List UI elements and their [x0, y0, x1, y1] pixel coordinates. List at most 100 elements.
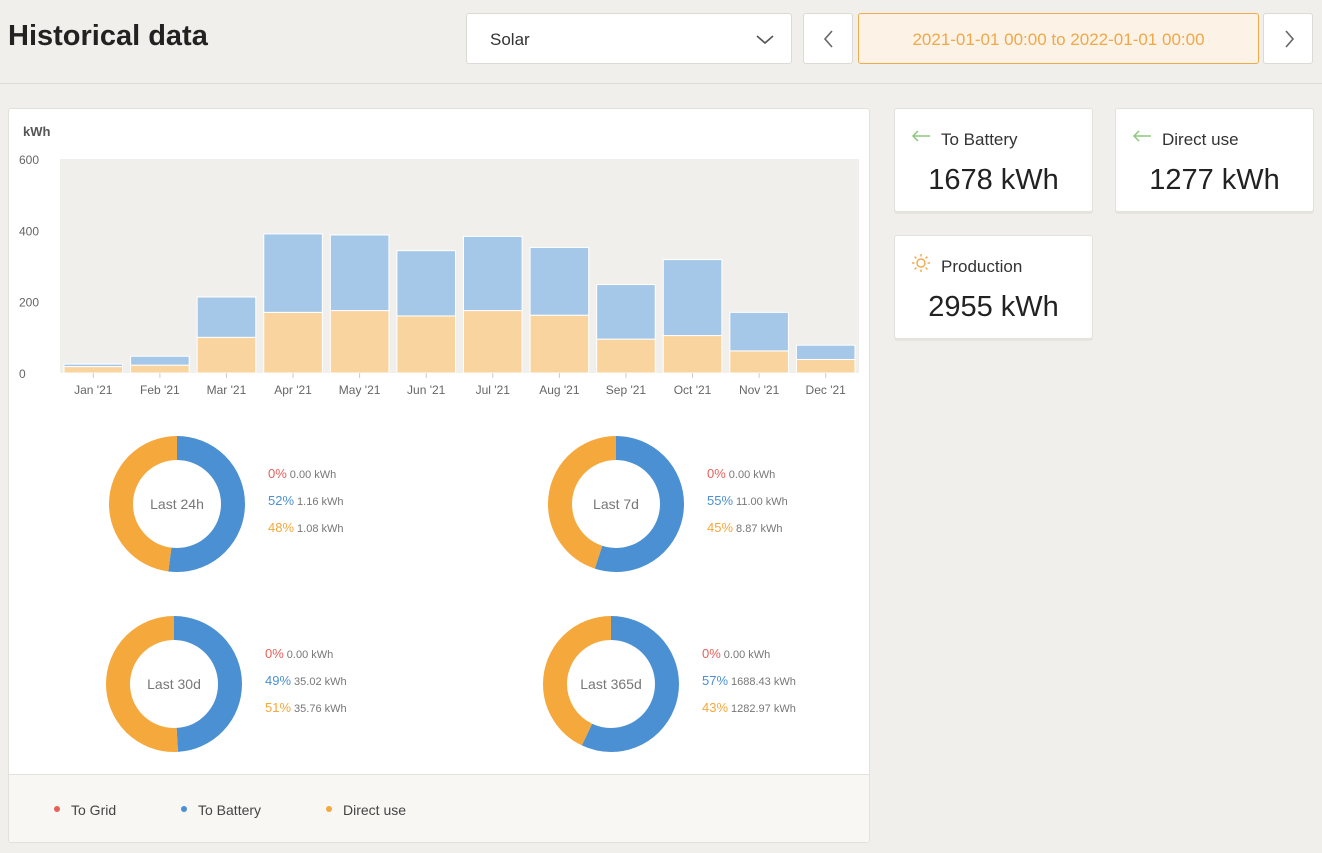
chart-unit-label: kWh: [23, 124, 51, 139]
breakdown-percent: 57%: [702, 673, 729, 688]
donut-breakdown: 0% 0.00 kWh 55% 11.00 kWh 45% 8.87 kWh: [707, 466, 869, 547]
stat-label-to-battery: To Battery: [941, 130, 1018, 149]
breakdown-row-to-grid: 0% 0.00 kWh: [702, 646, 869, 673]
breakdown-kwh: 1.08 kWh: [297, 523, 344, 535]
donut-chart: [543, 616, 679, 752]
bar-to-battery: [396, 250, 456, 317]
source-select[interactable]: Solar: [466, 13, 792, 64]
donut-last-365d: Last 365d 0% 0.00 kWh 57% 1688.43 kWh 43% 1282…: [542, 615, 842, 755]
breakdown-percent: 48%: [268, 520, 295, 535]
breakdown-row-direct-use: 51% 35.76 kWh: [265, 700, 445, 727]
x-tick-label: Jun '21: [407, 383, 446, 397]
bar-to-battery: [196, 296, 257, 338]
bar-to-battery: [463, 235, 523, 312]
stat-card-to-battery: To Battery 1678 kWh: [894, 108, 1093, 212]
stat-card-direct-use: Direct use 1277 kWh: [1115, 108, 1314, 212]
arrow-left-icon: [1132, 130, 1151, 142]
bar-direct-use: [196, 336, 257, 374]
chevron-left-icon: [823, 30, 833, 48]
stat-value-direct-use: 1277 kWh: [1149, 164, 1280, 196]
legend-label-direct-use: Direct use: [343, 802, 407, 818]
bar-to-battery: [130, 355, 190, 366]
bar-direct-use: [596, 338, 656, 374]
breakdown-row-to-battery: 55% 11.00 kWh: [707, 493, 869, 520]
bar-to-battery: [63, 363, 124, 368]
bar-to-battery: [795, 344, 856, 360]
next-period-button[interactable]: [1263, 13, 1313, 64]
legend-item-to-grid[interactable]: To Grid: [54, 802, 116, 818]
breakdown-kwh: 0.00 kWh: [723, 649, 771, 661]
bar-to-battery: [329, 234, 390, 312]
chevron-right-icon: [1285, 30, 1295, 48]
legend-item-direct-use[interactable]: Direct use: [326, 802, 406, 818]
arrow-left-icon: [911, 130, 930, 142]
breakdown-percent: 49%: [265, 673, 292, 688]
bar-to-battery: [263, 233, 323, 313]
x-tick-label: Oct '21: [674, 383, 712, 397]
donut-last-24h: Last 24h 0% 0.00 kWh 52% 1.16 kWh 48% 1.08 kWh: [108, 435, 408, 575]
stat-card-production: Production 2955 kWh: [894, 235, 1093, 339]
legend-label-to-battery: To Battery: [198, 802, 262, 818]
y-tick-label: 600: [19, 153, 39, 167]
breakdown-row-to-battery: 49% 35.02 kWh: [265, 673, 445, 700]
bar-direct-use: [396, 315, 456, 374]
previous-period-button[interactable]: [803, 13, 853, 64]
breakdown-kwh: 1688.43 kWh: [731, 676, 796, 688]
breakdown-percent: 0%: [268, 466, 287, 481]
stat-label-production: Production: [941, 257, 1023, 276]
top-bar: Historical data Solar 2021-01-01 00:00 t…: [0, 0, 1322, 84]
breakdown-row-direct-use: 45% 8.87 kWh: [707, 520, 869, 547]
bar-direct-use: [662, 335, 723, 374]
breakdown-percent: 0%: [265, 646, 284, 661]
plot-area: [60, 159, 859, 373]
stat-label-direct-use: Direct use: [1162, 130, 1239, 149]
breakdown-kwh: 35.76 kWh: [294, 703, 347, 715]
history-chart-card: kWh 0 200 400 600 Jan '21 Feb '21 Mar '21 Apr '…: [8, 108, 870, 843]
donut-breakdown: 0% 0.00 kWh 52% 1.16 kWh 48% 1.08 kWh: [268, 466, 448, 547]
donut-breakdown: 0% 0.00 kWh 57% 1688.43 kWh 43% 1282.97 kWh: [702, 646, 869, 727]
donut-center-label: Last 7d: [593, 496, 639, 512]
x-tick-label: Nov '21: [739, 383, 780, 397]
breakdown-percent: 45%: [707, 520, 734, 535]
breakdown-percent: 0%: [702, 646, 721, 661]
bar-to-battery: [662, 259, 723, 337]
to-battery-dot-icon: [181, 806, 187, 812]
bar-direct-use: [329, 310, 390, 374]
breakdown-row-to-grid: 0% 0.00 kWh: [265, 646, 445, 673]
breakdown-kwh: 1282.97 kWh: [731, 703, 796, 715]
breakdown-percent: 51%: [265, 700, 292, 715]
bar-to-battery: [596, 284, 656, 340]
bar-direct-use: [463, 310, 523, 374]
monthly-bar-chart: 0 200 400 600 Jan '21 Feb '21 Mar '21 Apr '21 Ma…: [19, 153, 859, 397]
x-tick-label: Apr '21: [274, 383, 312, 397]
to-grid-dot-icon: [54, 806, 60, 812]
stat-value-to-battery: 1678 kWh: [928, 164, 1059, 196]
sun-icon: [912, 254, 930, 272]
y-tick-label: 0: [19, 367, 26, 381]
legend-item-to-battery[interactable]: To Battery: [181, 802, 261, 818]
breakdown-percent: 52%: [268, 493, 295, 508]
breakdown-row-to-grid: 0% 0.00 kWh: [268, 466, 448, 493]
date-range-picker[interactable]: 2021-01-01 00:00 to 2022-01-01 00:00: [858, 13, 1259, 64]
breakdown-percent: 43%: [702, 700, 729, 715]
breakdown-kwh: 0.00 kWh: [289, 469, 337, 481]
source-select-value: Solar: [490, 30, 530, 49]
breakdown-row-direct-use: 48% 1.08 kWh: [268, 520, 448, 547]
x-tick-label: Aug '21: [539, 383, 580, 397]
bar-direct-use: [529, 314, 590, 374]
donut-segment-direct-use: [106, 616, 242, 752]
bar-direct-use: [63, 366, 124, 374]
breakdown-kwh: 11.00 kWh: [736, 496, 788, 508]
y-tick-label: 200: [19, 296, 39, 310]
x-tick-label: Sep '21: [606, 383, 647, 397]
donut-last-30d: Last 30d 0% 0.00 kWh 49% 35.02 kWh 51% 35.76 k…: [105, 615, 405, 755]
donut-center-label: Last 365d: [580, 676, 642, 692]
donut-chart: [109, 436, 245, 572]
donut-segment-direct-use: [109, 436, 245, 572]
breakdown-row-to-battery: 52% 1.16 kWh: [268, 493, 448, 520]
x-tick-label: May '21: [339, 383, 381, 397]
breakdown-row-to-battery: 57% 1688.43 kWh: [702, 673, 869, 700]
breakdown-kwh: 0.00 kWh: [728, 469, 776, 481]
chevron-down-icon: [756, 35, 774, 45]
breakdown-kwh: 1.16 kWh: [297, 496, 344, 508]
